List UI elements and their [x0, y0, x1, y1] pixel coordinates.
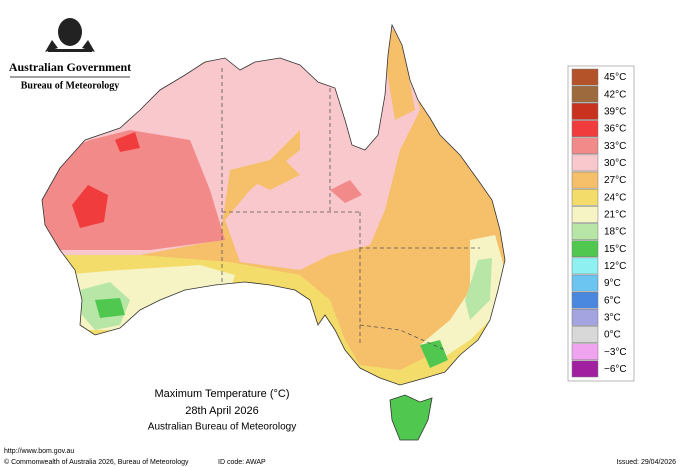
- map-source: Australian Bureau of Meteorology: [148, 422, 296, 433]
- footer-url: http://www.bom.gov.au: [4, 448, 74, 455]
- legend-label: 39°C: [604, 107, 626, 118]
- legend-swatch: [571, 309, 599, 326]
- government: Australian Government: [9, 60, 131, 74]
- legend-swatch: [571, 240, 599, 258]
- legend-swatch: [571, 137, 599, 155]
- map-date: 28th April 2026: [185, 405, 258, 417]
- legend-label: 36°C: [604, 124, 626, 135]
- legend-label: 3°C: [604, 313, 621, 324]
- footer-issued: Issued: 29/04/2026: [616, 459, 676, 466]
- legend-swatch: [571, 154, 599, 172]
- tasmania: [389, 394, 433, 441]
- legend-label: 18°C: [604, 227, 626, 238]
- legend-label: −6°C: [604, 364, 627, 375]
- legend-label: 0°C: [604, 330, 621, 341]
- legend-label: 12°C: [604, 261, 626, 272]
- legend-swatch: [571, 223, 599, 240]
- legend-swatch: [571, 120, 599, 137]
- legend-swatch: [571, 274, 599, 292]
- legend-swatch: [571, 171, 599, 189]
- legend-label: 30°C: [604, 158, 626, 169]
- bureau: Bureau of Meteorology: [21, 80, 120, 91]
- legend-swatch: [571, 68, 599, 86]
- legend-swatch: [571, 103, 599, 120]
- crest: [45, 18, 95, 52]
- legend-label: −3°C: [604, 347, 627, 358]
- legend-label: 6°C: [604, 295, 621, 306]
- legend-label: 27°C: [604, 175, 626, 186]
- legend-swatch: [571, 343, 599, 361]
- state-borders: [221, 68, 480, 351]
- footer-id-code: ID code: AWAP: [218, 459, 266, 466]
- legend-swatch: [571, 326, 599, 343]
- legend-label: 24°C: [604, 192, 626, 203]
- legend-label: 15°C: [604, 244, 626, 255]
- legend-swatch: [571, 257, 599, 275]
- legend: 45°C 42°C 39°C 36°C 33°C 30°C 27°C 24°C 21°C 18°C…: [571, 68, 627, 378]
- legend-swatch: [571, 85, 599, 103]
- legend-swatch: [571, 206, 599, 223]
- coastline: [41, 23, 506, 386]
- legend-label: 42°C: [604, 89, 626, 100]
- map-title: Maximum Temperature (°C): [154, 388, 289, 400]
- legend-label: 9°C: [604, 278, 621, 289]
- legend-label: 45°C: [604, 72, 626, 83]
- legend-label: 33°C: [604, 141, 626, 152]
- legend-swatch: [571, 188, 599, 206]
- legend-label: 21°C: [604, 210, 626, 221]
- footer-copyright: © Commonwealth of Australia 2026, Bureau…: [4, 458, 189, 466]
- legend-swatch: [571, 291, 599, 309]
- legend-swatch: [571, 360, 599, 378]
